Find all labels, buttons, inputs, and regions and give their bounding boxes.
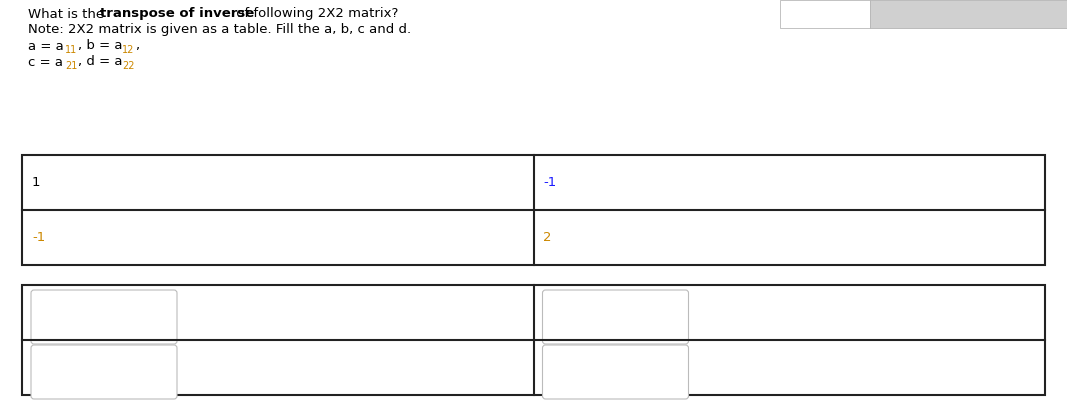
Text: 1: 1 bbox=[32, 176, 41, 189]
Text: ,: , bbox=[136, 40, 139, 52]
Bar bbox=[22, 155, 1045, 265]
Text: 2: 2 bbox=[543, 231, 552, 244]
Text: 22: 22 bbox=[122, 61, 134, 71]
FancyBboxPatch shape bbox=[31, 345, 177, 399]
Text: c = a: c = a bbox=[28, 56, 63, 68]
Text: 11: 11 bbox=[65, 45, 77, 55]
FancyBboxPatch shape bbox=[31, 290, 177, 344]
Text: -1: -1 bbox=[32, 231, 45, 244]
Text: -1: -1 bbox=[543, 176, 557, 189]
Bar bbox=[780, 0, 870, 28]
Text: 12: 12 bbox=[122, 45, 134, 55]
FancyBboxPatch shape bbox=[542, 345, 688, 399]
Text: of following 2X2 matrix?: of following 2X2 matrix? bbox=[232, 7, 398, 20]
Text: transpose of inverse: transpose of inverse bbox=[100, 7, 254, 20]
Bar bbox=[22, 285, 1045, 395]
Text: , d = a: , d = a bbox=[78, 56, 123, 68]
Bar bbox=[870, 0, 1067, 28]
Text: 21: 21 bbox=[65, 61, 78, 71]
FancyBboxPatch shape bbox=[542, 290, 688, 344]
Text: a = a: a = a bbox=[28, 40, 64, 52]
Text: Note: 2X2 matrix is given as a table. Fill the a, b, c and d.: Note: 2X2 matrix is given as a table. Fi… bbox=[28, 23, 411, 36]
Text: What is the: What is the bbox=[28, 7, 109, 20]
Text: , b = a: , b = a bbox=[78, 40, 123, 52]
